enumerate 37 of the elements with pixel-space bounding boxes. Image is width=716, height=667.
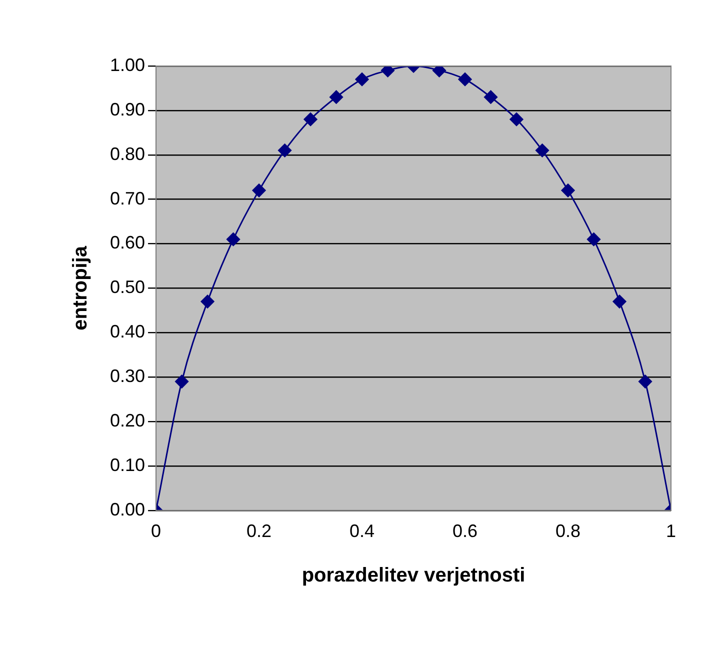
point — [200, 294, 214, 308]
point — [484, 90, 498, 104]
x-tick-label: 0 — [151, 521, 162, 542]
x-axis-title: porazdelitev verjetnosti — [302, 564, 526, 587]
point — [510, 112, 524, 126]
y-tick-label: 0.70 — [110, 188, 146, 208]
y-tick-label: 0.20 — [110, 410, 146, 430]
x-tick-label: 0.4 — [350, 521, 375, 542]
x-tick-label: 1 — [666, 521, 676, 542]
point — [304, 112, 318, 126]
x-tick-label: 0.8 — [555, 521, 581, 542]
y-tick-label: 0.60 — [110, 232, 146, 253]
y-tick-label: 0.50 — [110, 277, 146, 298]
point — [561, 184, 575, 198]
point — [381, 66, 395, 78]
point — [458, 72, 472, 86]
point — [587, 232, 601, 246]
point — [330, 90, 344, 104]
point — [252, 184, 266, 198]
point — [612, 294, 626, 308]
y-tick-label: 0.40 — [110, 322, 146, 342]
y-tick-label: 0.30 — [110, 366, 146, 386]
y-axis-title: entropija — [70, 245, 92, 330]
point — [175, 374, 189, 388]
y-tick-label: 0.80 — [110, 144, 146, 164]
y-tick-label: 0.90 — [110, 99, 146, 120]
x-tick-label: 0.2 — [246, 521, 272, 542]
point — [355, 72, 369, 86]
y-tick-label: 0.10 — [110, 454, 146, 475]
point — [432, 66, 446, 78]
y-tick-label: 1.00 — [110, 54, 146, 75]
point — [226, 232, 240, 246]
point — [278, 144, 292, 158]
point — [638, 374, 652, 388]
x-tick-label: 0.6 — [452, 521, 478, 542]
y-tick-label: 0.00 — [110, 499, 146, 520]
point — [536, 144, 550, 158]
